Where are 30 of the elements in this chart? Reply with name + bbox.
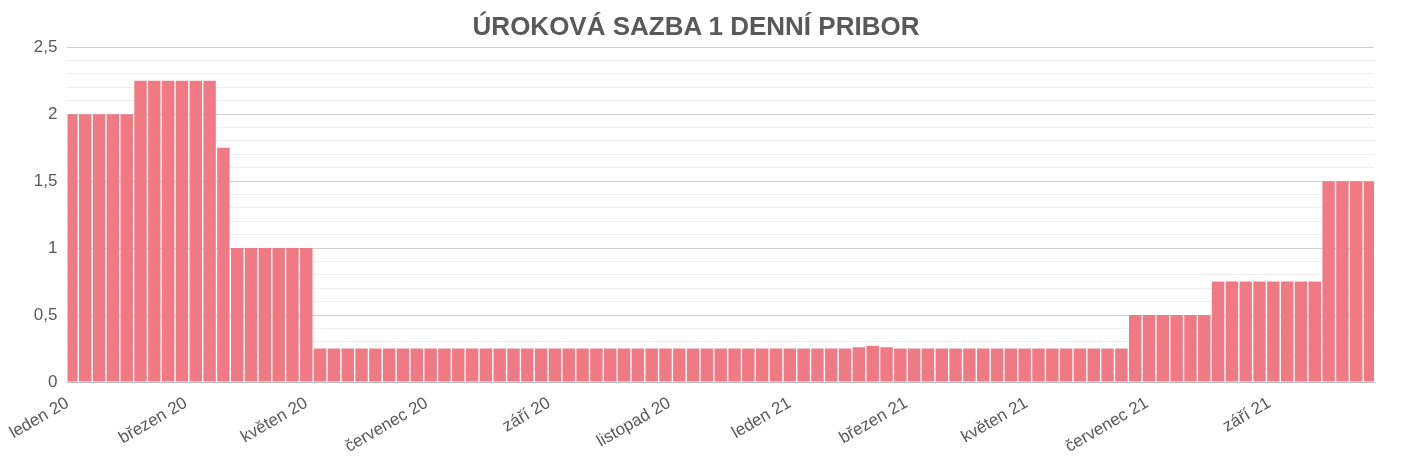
chart-title: ÚROKOVÁ SAZBA 1 DENNÍ PRIBOR [472,10,920,41]
bar [617,348,631,382]
y-tick-label: 0,5 [33,304,58,324]
bar [244,248,258,382]
y-tick-label: 2,5 [33,36,58,56]
bar [1142,315,1156,382]
bar [921,348,935,382]
bar [396,348,410,382]
y-tick-label: 2 [48,103,58,123]
bar [92,114,106,382]
bar [1225,281,1239,382]
bar [769,348,783,382]
bar [465,348,479,382]
y-tick-label: 1,5 [33,170,58,190]
bar [1211,281,1225,382]
bar [1073,348,1087,382]
y-tick-label: 1 [48,237,58,257]
bar [175,80,189,382]
bar [548,348,562,382]
bar [838,348,852,382]
x-tick-label: leden 21 [728,392,795,442]
y-tick-label: 0 [48,371,58,391]
bar [1363,181,1374,382]
x-tick-label: září 21 [1219,392,1274,436]
x-tick-label: leden 20 [5,392,72,442]
bar [1294,281,1308,382]
x-tick-label: září 20 [498,392,554,436]
bar [327,348,341,382]
bar [990,348,1004,382]
bar [700,348,714,382]
